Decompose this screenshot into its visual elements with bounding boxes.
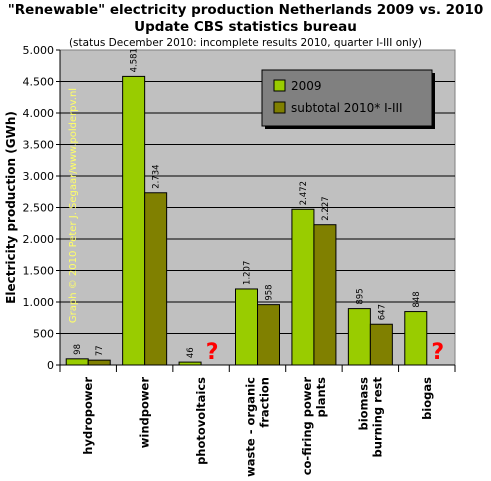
x-category-label: plants — [314, 377, 328, 418]
data-label: 848 — [412, 291, 422, 307]
bar-2009-waste-organic-fraction — [235, 288, 258, 366]
bar-2009-co-firing-power-plants — [291, 208, 315, 366]
y-tick-label: 1.000 — [23, 296, 55, 309]
y-tick-label: 2.500 — [23, 202, 55, 215]
x-category-label: windpower — [138, 377, 152, 449]
bar-2010-hydropower — [87, 359, 111, 366]
y-tick-label: 3.000 — [23, 170, 55, 183]
bar-2010-waste-organic-fraction — [257, 304, 280, 366]
chart-title: "Renewable" electricity production Nethe… — [7, 2, 484, 18]
x-category-label: biogas — [420, 377, 434, 420]
chart-title-line2: Update CBS statistics bureau — [134, 19, 357, 35]
data-label: 2.227 — [321, 196, 331, 220]
legend-swatch — [273, 101, 286, 114]
x-category-label: burning rest — [370, 377, 384, 458]
bar-2009-hydropower — [65, 358, 89, 366]
y-axis-title: Electricity production (GWh) — [4, 111, 18, 304]
data-label: 46 — [186, 347, 196, 358]
data-label: 4.581 — [130, 48, 140, 72]
x-category-label: fraction — [258, 377, 272, 428]
chart-subtitle: (status December 2010: incomplete result… — [68, 37, 423, 49]
legend-swatch — [273, 79, 286, 92]
x-category-label: hydropower — [81, 377, 95, 455]
y-tick-label: 3.500 — [23, 139, 55, 152]
y-tick-label: 2.000 — [23, 233, 55, 246]
data-label: 77 — [95, 345, 105, 356]
bar-2010-windpower — [144, 192, 168, 366]
y-tick-label: 1.500 — [23, 265, 55, 278]
bar-2010-co-firing-power-plants — [313, 224, 337, 366]
data-label: 1.207 — [243, 261, 253, 285]
missing-data-marker: ? — [206, 340, 219, 365]
data-label: 647 — [377, 304, 387, 320]
y-tick-label: 500 — [33, 328, 54, 341]
x-category-label: waste - organic — [244, 377, 258, 477]
y-tick-label: 0 — [47, 359, 54, 372]
data-label: 98 — [73, 344, 83, 355]
y-tick-label: 5.000 — [23, 44, 55, 57]
x-category-label: co-firing power — [300, 377, 314, 476]
y-tick-label: 4.500 — [23, 76, 55, 89]
legend — [261, 69, 433, 127]
legend-label: subtotal 2010* I-III — [291, 101, 403, 115]
data-label: 958 — [265, 284, 275, 300]
bar-2010-biomass-burning-rest — [369, 323, 393, 366]
bar-2009-biogas — [404, 311, 428, 366]
data-label: 895 — [355, 288, 365, 304]
watermark-text: Graph © 2010 Peter J. Segaar/www.polderp… — [68, 88, 79, 323]
data-label: 2.472 — [299, 181, 309, 205]
missing-data-marker: ? — [431, 340, 444, 365]
x-category-label: biomass — [356, 377, 370, 431]
bar-2009-biomass-burning-rest — [347, 308, 371, 366]
bar-2009-photovoltaics — [178, 361, 202, 366]
x-category-label: photovoltaics — [194, 377, 208, 465]
data-label: 2.734 — [152, 164, 162, 188]
y-tick-label: 4.000 — [23, 107, 55, 120]
legend-label: 2009 — [291, 79, 322, 93]
bar-2009-windpower — [122, 75, 146, 366]
